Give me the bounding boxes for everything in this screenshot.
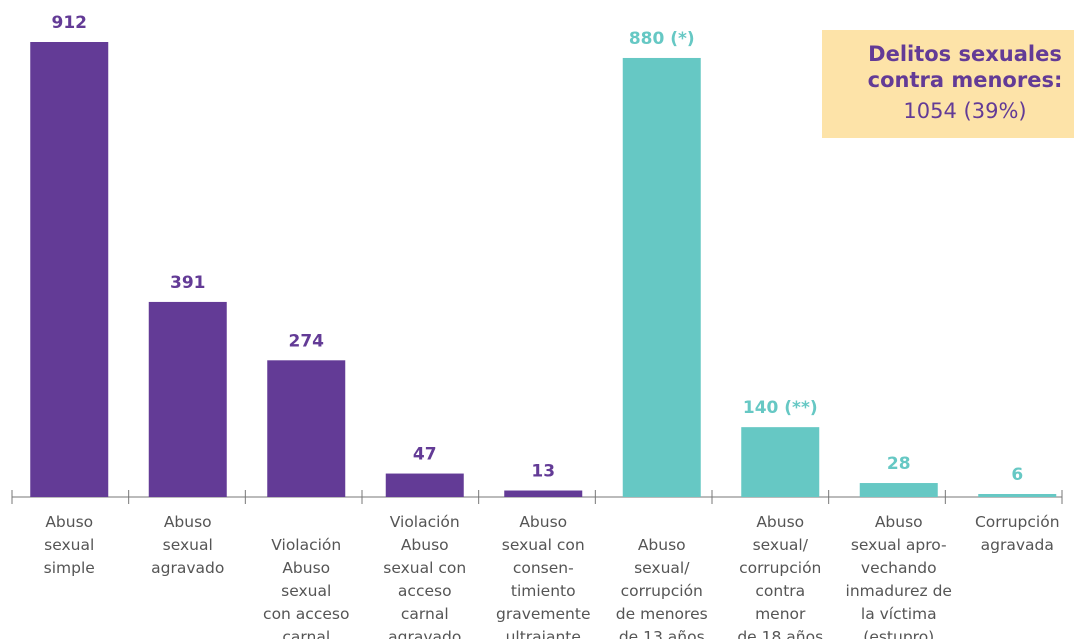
data-label: 13 bbox=[531, 462, 555, 482]
x-tick-label: Corrupción agravada bbox=[975, 513, 1060, 554]
bar bbox=[859, 483, 938, 497]
annotation-value: 1054 (39%) bbox=[903, 99, 1026, 123]
bar bbox=[978, 494, 1057, 497]
bar bbox=[622, 57, 701, 498]
bar bbox=[504, 490, 583, 497]
x-tick-label: Violación Abuso sexual con acceso carnal bbox=[263, 536, 349, 639]
data-label: 28 bbox=[887, 454, 911, 474]
x-tick-label: Violación Abuso sexual con acceso carnal agra… bbox=[383, 513, 466, 639]
annotation-box bbox=[822, 30, 1074, 138]
data-label: 880 (*) bbox=[629, 29, 695, 49]
data-label: 47 bbox=[413, 445, 437, 465]
bar bbox=[741, 427, 820, 497]
x-tick-label: Abuso sexual/corrupción contra menor de 18 a… bbox=[737, 513, 823, 639]
x-tick-label: Abuso sexual agravado bbox=[151, 513, 224, 577]
data-label: 6 bbox=[1011, 465, 1023, 485]
bar bbox=[385, 473, 464, 497]
bar bbox=[148, 301, 227, 497]
annotation-title: Delitos sexuales contra menores: bbox=[868, 42, 1063, 92]
data-label: 912 bbox=[52, 13, 88, 33]
data-label: 274 bbox=[289, 331, 325, 351]
bar bbox=[30, 42, 109, 497]
bar bbox=[267, 360, 346, 497]
x-tick-label: Abuso sexual con consen-timiento gravemente… bbox=[496, 513, 591, 639]
data-label: 140 (**) bbox=[743, 398, 818, 418]
x-tick-label: Abuso sexual apro-vechando inmadurez de la … bbox=[846, 513, 952, 639]
data-label: 391 bbox=[170, 273, 206, 293]
x-tick-label: Abuso sexual/corrupción de menores de 13 añ… bbox=[616, 536, 708, 639]
x-tick-label: Abuso sexual simple bbox=[44, 513, 95, 577]
